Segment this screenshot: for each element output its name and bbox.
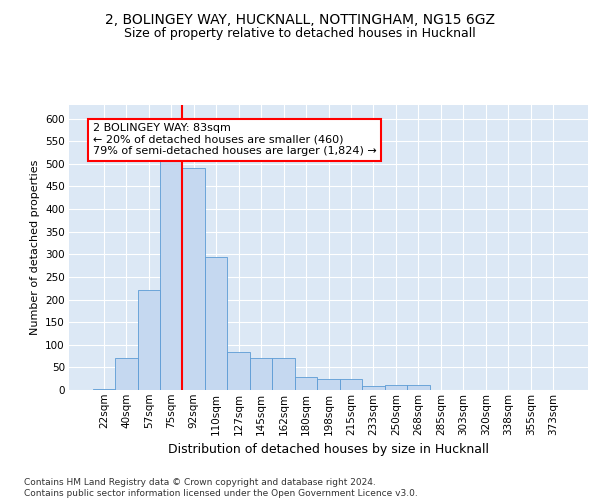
- Bar: [205, 256, 227, 390]
- Text: 2, BOLINGEY WAY, HUCKNALL, NOTTINGHAM, NG15 6GZ: 2, BOLINGEY WAY, HUCKNALL, NOTTINGHAM, N…: [105, 12, 495, 26]
- Bar: [160, 160, 182, 390]
- Text: Contains HM Land Registry data © Crown copyright and database right 2024.
Contai: Contains HM Land Registry data © Crown c…: [24, 478, 418, 498]
- Bar: [137, 290, 160, 390]
- Bar: [227, 352, 250, 390]
- Bar: [272, 358, 295, 390]
- Bar: [385, 384, 407, 390]
- Bar: [250, 358, 272, 390]
- Y-axis label: Number of detached properties: Number of detached properties: [29, 160, 40, 335]
- Bar: [182, 168, 205, 390]
- Bar: [362, 386, 385, 390]
- Bar: [92, 388, 115, 390]
- Bar: [407, 384, 430, 390]
- Bar: [295, 378, 317, 390]
- X-axis label: Distribution of detached houses by size in Hucknall: Distribution of detached houses by size …: [168, 443, 489, 456]
- Bar: [317, 379, 340, 390]
- Bar: [115, 358, 137, 390]
- Text: Size of property relative to detached houses in Hucknall: Size of property relative to detached ho…: [124, 28, 476, 40]
- Text: 2 BOLINGEY WAY: 83sqm
← 20% of detached houses are smaller (460)
79% of semi-det: 2 BOLINGEY WAY: 83sqm ← 20% of detached …: [92, 123, 376, 156]
- Bar: [340, 378, 362, 390]
